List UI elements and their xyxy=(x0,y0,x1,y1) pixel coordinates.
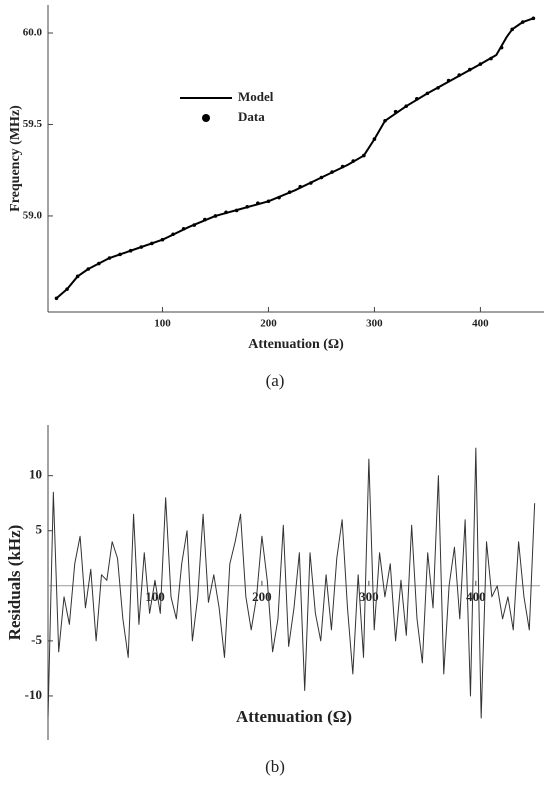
y-tick-label: 60.0 xyxy=(23,27,43,39)
data-point xyxy=(224,210,228,215)
legend-label: Model xyxy=(238,89,274,104)
data-point xyxy=(128,248,133,253)
data-point xyxy=(309,181,313,185)
y-tick-label: -10 xyxy=(25,687,42,702)
data-point xyxy=(192,223,197,227)
y-tick-label: -5 xyxy=(31,632,42,647)
data-point xyxy=(330,170,334,174)
data-point xyxy=(446,78,451,83)
data-point xyxy=(372,137,377,141)
data-point xyxy=(277,195,281,200)
data-point xyxy=(425,91,430,96)
data-point xyxy=(97,261,101,266)
x-tick-label: 100 xyxy=(145,589,165,604)
data-point xyxy=(256,201,260,205)
data-point xyxy=(499,45,504,50)
series-line xyxy=(47,447,536,719)
caption: (b) xyxy=(265,757,285,776)
x-tick-label: 200 xyxy=(260,318,277,330)
y-tick-label: 59.0 xyxy=(23,209,43,221)
x-tick-label: 100 xyxy=(154,318,171,330)
data-point xyxy=(86,267,91,271)
legend-label: Data xyxy=(238,109,265,124)
x-axis-label: Attenuation (Ω) xyxy=(248,337,344,352)
data-point xyxy=(489,56,493,61)
data-point xyxy=(478,62,483,66)
data-point xyxy=(351,159,356,163)
data-point xyxy=(245,205,250,209)
data-point xyxy=(362,153,366,158)
data-point xyxy=(203,217,207,222)
data-point xyxy=(404,104,409,108)
y-axis-label: Frequency (MHz) xyxy=(8,105,23,212)
y-tick-label: 5 xyxy=(36,522,43,537)
series-line xyxy=(55,17,534,300)
data-point xyxy=(118,252,122,257)
data-point xyxy=(65,287,69,291)
data-point xyxy=(171,232,175,237)
y-tick-label: 10 xyxy=(29,467,42,482)
caption: (a) xyxy=(266,371,285,390)
data-point xyxy=(319,175,324,180)
y-tick-label: 59.5 xyxy=(23,118,43,130)
data-point xyxy=(160,237,165,242)
data-point xyxy=(383,119,387,123)
data-point xyxy=(298,184,303,189)
data-point xyxy=(107,256,112,260)
data-point xyxy=(75,274,80,279)
data-point xyxy=(139,245,144,249)
data-point xyxy=(340,164,345,169)
data-point xyxy=(415,97,419,101)
data-point xyxy=(181,226,186,231)
data-point xyxy=(54,296,59,301)
data-point xyxy=(436,86,440,90)
x-tick-label: 300 xyxy=(366,318,383,330)
y-axis-label: Residuals (kHz) xyxy=(5,525,24,641)
data-point xyxy=(234,208,239,213)
data-point xyxy=(521,20,525,24)
data-point xyxy=(150,241,154,246)
data-point xyxy=(213,214,218,218)
data-point xyxy=(457,73,462,77)
x-axis-label: Attenuation (Ω) xyxy=(236,707,352,726)
x-tick-label: 400 xyxy=(472,318,489,330)
data-point xyxy=(266,199,271,204)
data-point xyxy=(531,16,536,21)
legend-dot xyxy=(202,114,210,122)
data-point xyxy=(510,27,515,32)
x-tick-label: 400 xyxy=(466,589,486,604)
data-point xyxy=(393,109,398,114)
data-point xyxy=(468,67,472,72)
data-point xyxy=(287,190,292,194)
